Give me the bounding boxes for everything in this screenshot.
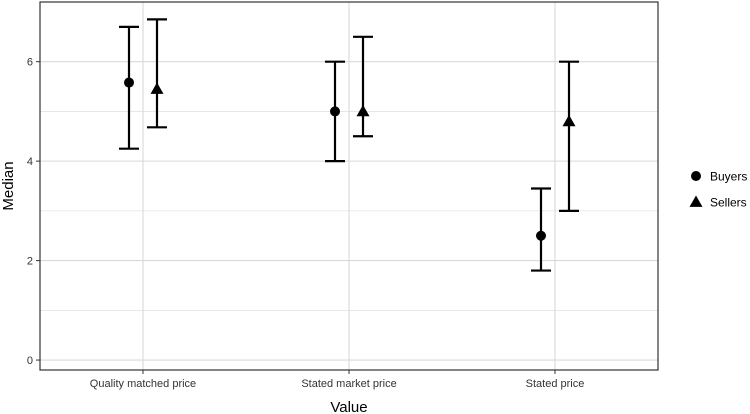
- x-tick-label: Quality matched price: [90, 378, 196, 390]
- axes: 0 2 4 6 Quality matched price Stated market p…: [27, 57, 584, 390]
- legend-label-buyers: Buyers: [710, 170, 747, 184]
- grid: [40, 2, 658, 370]
- legend-key-sellers: [689, 195, 703, 207]
- legend-label-sellers: Sellers: [710, 196, 747, 210]
- legend: Buyers Sellers: [689, 170, 747, 210]
- legend-key-buyers: [691, 171, 701, 181]
- x-tick-label: Stated market price: [301, 378, 396, 390]
- sellers-point: [356, 104, 370, 117]
- y-tick-label: 0: [27, 355, 33, 367]
- y-tick-label: 6: [27, 57, 33, 69]
- x-axis-title: Value: [330, 399, 367, 414]
- y-tick-label: 2: [27, 256, 33, 268]
- x-tick-label: Stated price: [526, 378, 585, 390]
- buyers-point: [330, 106, 340, 117]
- y-axis-title: Median: [0, 161, 17, 210]
- buyers-point: [536, 230, 546, 241]
- buyers-point: [124, 77, 134, 88]
- sellers-point: [562, 114, 576, 127]
- y-tick-label: 4: [27, 156, 33, 168]
- plot-marks: [119, 18, 579, 272]
- sellers-point: [150, 82, 164, 94]
